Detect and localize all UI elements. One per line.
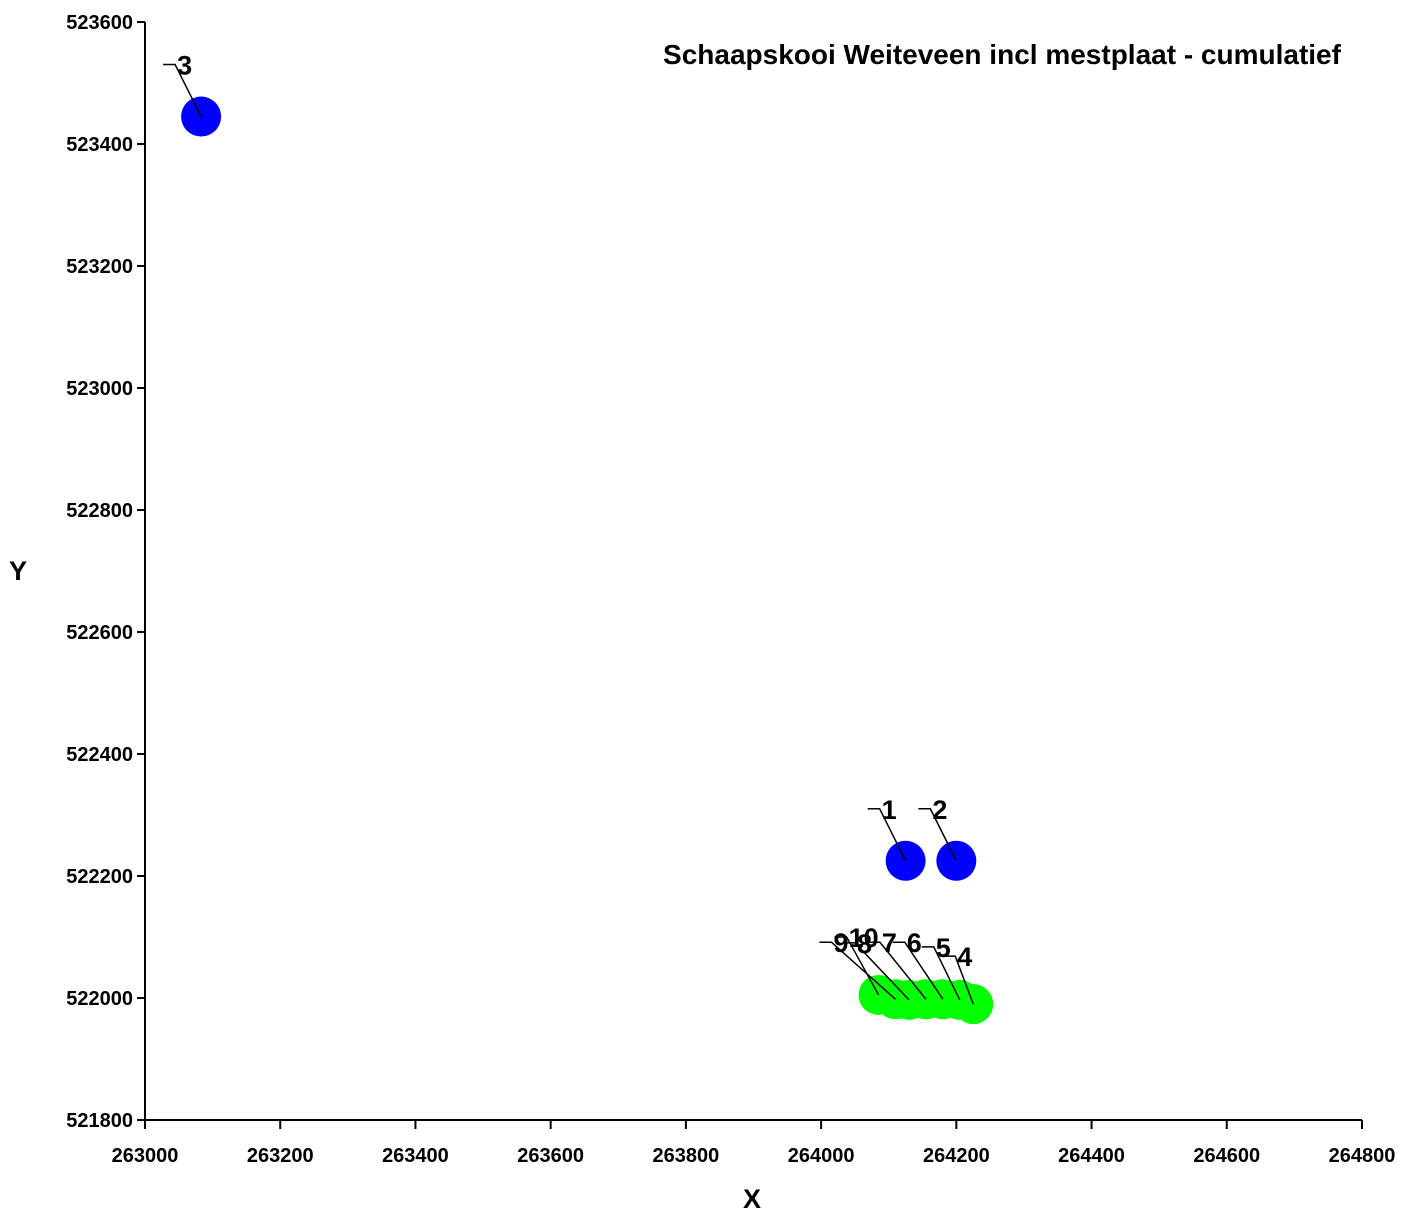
point-label: 9	[833, 928, 848, 958]
y-tick-label: 522600	[66, 622, 133, 644]
y-tick-label: 523400	[66, 134, 133, 156]
x-tick-label: 264800	[1329, 1145, 1396, 1167]
label-leader-line	[163, 63, 202, 117]
label-leader-line	[867, 941, 927, 1000]
label-leader-line	[867, 808, 907, 862]
label-leader-line	[834, 936, 880, 996]
y-tick-label: 522000	[66, 988, 133, 1010]
point-label: 7	[882, 928, 897, 958]
x-tick-label: 263800	[653, 1145, 720, 1167]
y-tick-label: 523000	[66, 378, 133, 400]
y-tick-label: 523200	[66, 256, 133, 278]
label-leader-line	[892, 941, 944, 1000]
x-tick-label: 263400	[382, 1145, 449, 1167]
x-tick-label: 263000	[112, 1145, 179, 1167]
x-tick-label: 264200	[923, 1145, 990, 1167]
point-label: 6	[907, 928, 922, 958]
x-axis-title: X	[743, 1184, 761, 1214]
point-label: 3	[177, 51, 192, 81]
point-label: 5	[936, 933, 951, 963]
point-label: 1	[882, 795, 897, 825]
label-leader-line	[843, 942, 910, 1001]
point-label: 4	[957, 942, 972, 972]
point-label: 8	[857, 929, 872, 959]
x-tick-label: 264400	[1058, 1145, 1125, 1167]
point-label: 10	[849, 923, 879, 953]
label-leader-line	[819, 941, 896, 1000]
x-tick-label: 263600	[517, 1145, 584, 1167]
y-tick-label: 522800	[66, 500, 133, 522]
point-label: 2	[932, 795, 947, 825]
label-leader-line	[943, 955, 974, 1005]
y-tick-label: 523600	[66, 12, 133, 34]
label-leader-line	[918, 808, 958, 862]
label-leader-line	[921, 946, 961, 1001]
y-tick-label: 522200	[66, 866, 133, 888]
x-tick-label: 263200	[247, 1145, 314, 1167]
chart-title: Schaapskooi Weiteveen incl mestplaat - c…	[663, 39, 1342, 70]
data-points	[181, 96, 994, 1025]
x-tick-label: 264000	[788, 1145, 855, 1167]
x-tick-label: 264600	[1193, 1145, 1260, 1167]
axes: 521800 522000 522200 522400 522600 522800 5230…	[66, 12, 1395, 1167]
y-axis-title: Y	[9, 556, 27, 586]
y-tick-label: 521800	[66, 1110, 133, 1132]
y-tick-label: 522400	[66, 744, 133, 766]
